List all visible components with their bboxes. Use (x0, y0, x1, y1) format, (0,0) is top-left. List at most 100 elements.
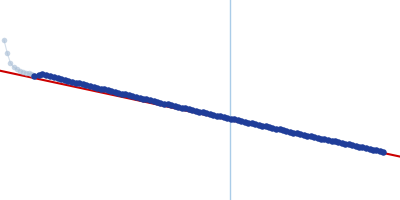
Point (36, 74, 42, 77)
Point (154, 100, 160, 103)
Point (186, 108, 192, 111)
Point (273, 127, 279, 130)
Point (252, 123, 258, 126)
Point (143, 98, 150, 101)
Point (4, 51, 10, 54)
Point (346, 143, 352, 146)
Point (294, 132, 300, 135)
Point (157, 101, 164, 104)
Point (10, 66, 17, 69)
Point (76, 82, 82, 85)
Point (220, 116, 227, 119)
Point (178, 106, 185, 109)
Point (342, 142, 348, 145)
Point (62, 78, 68, 81)
Point (65, 79, 72, 82)
Point (58, 77, 64, 81)
Point (366, 147, 373, 150)
Point (14, 68, 20, 71)
Point (28, 72, 34, 76)
Point (245, 121, 252, 124)
Point (72, 81, 79, 84)
Point (231, 118, 238, 121)
Point (122, 93, 128, 96)
Point (206, 112, 213, 116)
Point (133, 95, 139, 99)
Point (182, 107, 188, 110)
Point (7, 61, 14, 64)
Point (290, 131, 296, 134)
Point (98, 87, 104, 90)
Point (126, 94, 132, 97)
Point (297, 132, 304, 136)
Point (101, 88, 107, 91)
Point (325, 138, 331, 142)
Point (217, 115, 223, 118)
Point (238, 119, 244, 123)
Point (349, 144, 355, 147)
Point (234, 119, 241, 122)
Point (196, 110, 202, 113)
Point (269, 126, 276, 130)
Point (104, 89, 111, 92)
Point (228, 117, 234, 120)
Point (87, 84, 93, 88)
Point (321, 138, 328, 141)
Point (80, 83, 86, 86)
Point (332, 140, 338, 143)
Point (210, 113, 216, 116)
Point (172, 104, 178, 108)
Point (23, 71, 29, 74)
Point (300, 133, 307, 136)
Point (214, 114, 220, 117)
Point (108, 90, 114, 93)
Point (328, 139, 335, 142)
Point (51, 76, 57, 79)
Point (47, 74, 53, 78)
Point (248, 122, 255, 125)
Point (370, 148, 376, 151)
Point (359, 146, 366, 149)
Point (129, 95, 136, 98)
Point (168, 104, 174, 107)
Point (54, 77, 61, 80)
Point (189, 108, 195, 112)
Point (39, 73, 46, 76)
Point (161, 102, 167, 105)
Point (20, 70, 26, 73)
Point (377, 149, 383, 153)
Point (318, 137, 324, 140)
Point (259, 124, 265, 127)
Point (304, 134, 310, 137)
Point (90, 85, 97, 88)
Point (339, 141, 345, 145)
Point (363, 147, 369, 150)
Point (26, 72, 32, 75)
Point (112, 90, 118, 94)
Point (136, 96, 143, 99)
Point (140, 97, 146, 100)
Point (147, 99, 153, 102)
Point (164, 103, 171, 106)
Point (242, 120, 248, 123)
Point (256, 123, 262, 126)
Point (352, 144, 359, 147)
Point (17, 69, 23, 72)
Point (308, 135, 314, 138)
Point (224, 116, 230, 119)
Point (380, 150, 386, 153)
Point (262, 125, 269, 128)
Point (30, 73, 36, 76)
Point (276, 128, 283, 131)
Point (175, 105, 181, 108)
Point (314, 136, 321, 139)
Point (192, 109, 199, 112)
Point (43, 73, 50, 76)
Point (69, 80, 75, 83)
Point (200, 111, 206, 114)
Point (203, 112, 209, 115)
Point (150, 100, 157, 103)
Point (287, 130, 293, 133)
Point (83, 84, 90, 87)
Point (115, 91, 122, 94)
